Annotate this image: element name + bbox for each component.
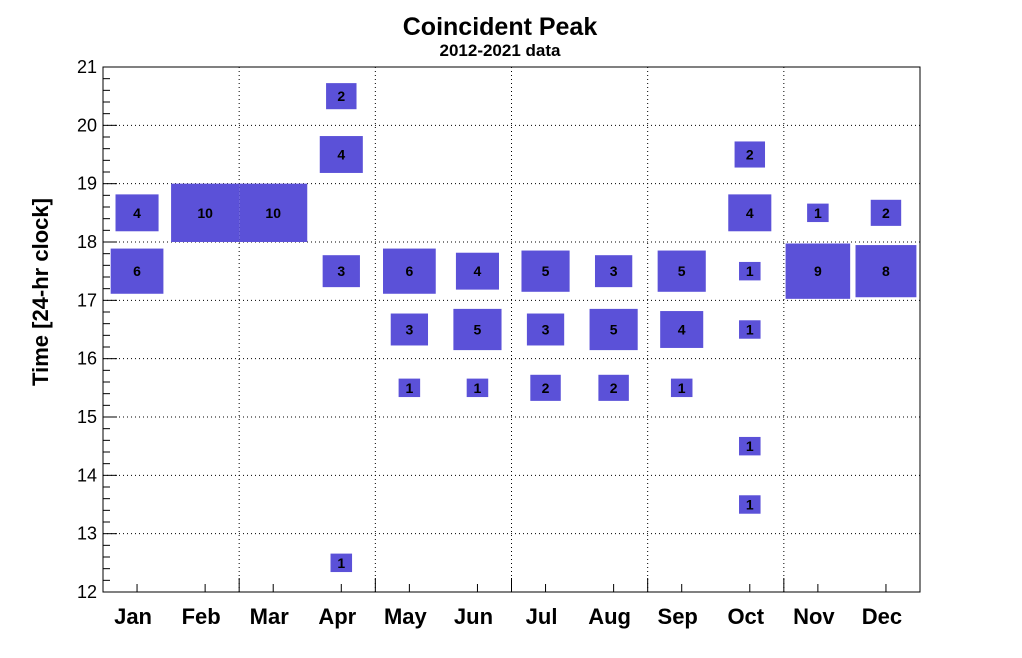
cell-value-label: 2 <box>882 205 890 221</box>
y-tick-label: 12 <box>77 582 97 602</box>
heatmap-cell <box>330 553 353 573</box>
cell-value-label: 5 <box>542 263 550 279</box>
heatmap-cell <box>115 194 159 232</box>
heatmap-cell <box>398 378 421 398</box>
heatmap-cell <box>785 243 851 299</box>
heatmap-cell <box>657 250 706 292</box>
cell-value-label: 1 <box>405 380 413 396</box>
y-tick-label: 15 <box>77 407 97 427</box>
heatmap-cell <box>734 141 766 168</box>
x-tick-label: Mar <box>250 604 290 629</box>
y-tick-labels: 12 13 14 15 16 17 18 19 20 21 <box>77 57 97 602</box>
heatmap-cell <box>660 311 704 348</box>
cell-value-label: 4 <box>746 205 754 221</box>
heatmap-cell <box>110 248 164 294</box>
y-axis-label: Time [24-hr clock] <box>28 198 53 386</box>
cell-value-label: 9 <box>814 263 822 279</box>
heatmap-cell <box>807 203 829 223</box>
y-tick-label: 13 <box>77 524 97 544</box>
cell-value-label: 1 <box>746 263 754 279</box>
cell-value-label: 2 <box>337 88 345 104</box>
y-tick-label: 21 <box>77 57 97 77</box>
x-tick-label: Jul <box>526 604 558 629</box>
x-tick-label: Sep <box>658 604 698 629</box>
cell-value-label: 4 <box>474 263 482 279</box>
cell-value-label: 3 <box>337 263 345 279</box>
x-tick-label: Oct <box>727 604 764 629</box>
heatmap-cell <box>594 255 633 288</box>
cell-value-label: 2 <box>746 147 754 163</box>
heatmap-cells: 4 6 10 10 2 4 3 1 6 3 1 4 5 1 5 3 2 3 5 2 5 4 1 2 4 1 1 1 1 1 9 2 8 <box>110 83 917 573</box>
cell-value-label: 3 <box>405 322 413 338</box>
y-tick-label: 17 <box>77 290 97 310</box>
y-tick-label: 16 <box>77 349 97 369</box>
heatmap-cell <box>466 378 489 398</box>
cell-value-label: 3 <box>542 322 550 338</box>
cell-value-label: 5 <box>610 322 618 338</box>
grid-lines <box>103 67 920 592</box>
x-tick-label: Feb <box>182 604 221 629</box>
y-tick-label: 14 <box>77 465 97 485</box>
cell-value-label: 1 <box>814 205 822 221</box>
cell-value-label: 4 <box>678 322 686 338</box>
heatmap-cell <box>870 199 902 226</box>
heatmap-cell <box>390 313 429 346</box>
heatmap-cell <box>739 261 761 281</box>
cell-value-label: 3 <box>610 263 618 279</box>
cell-value-label: 1 <box>746 497 754 513</box>
heatmap-cell <box>171 183 240 242</box>
heatmap-cell <box>322 255 360 288</box>
heatmap-cell <box>670 378 693 398</box>
cell-value-label: 6 <box>405 263 413 279</box>
heatmap-cell <box>383 248 436 294</box>
y-tick-label: 20 <box>77 115 97 135</box>
cell-value-label: 4 <box>133 205 141 221</box>
cell-value-label: 10 <box>265 205 281 221</box>
chart-subtitle: 2012-2021 data <box>440 41 562 60</box>
heatmap-cell <box>589 308 638 351</box>
heatmap-cell <box>598 374 629 401</box>
heatmap-cell <box>453 308 502 351</box>
cell-value-label: 5 <box>474 322 482 338</box>
heatmap-cell <box>739 495 761 514</box>
x-tick-label: Apr <box>318 604 356 629</box>
plot-frame <box>102 66 921 593</box>
cell-value-label: 10 <box>197 205 213 221</box>
cell-value-label: 1 <box>337 555 345 571</box>
heatmap-cell <box>326 83 357 110</box>
x-tick-label: Dec <box>862 604 902 629</box>
x-tick-label: Aug <box>588 604 631 629</box>
heatmap-cell <box>526 313 565 346</box>
cell-value-label: 1 <box>678 380 686 396</box>
x-tick-label: Jun <box>454 604 493 629</box>
x-tick-labels: Jan Feb Mar Apr May Jun Jul Aug Sep Oct Nov Dec <box>114 604 902 629</box>
axis-ticks <box>103 66 887 593</box>
x-tick-label: Nov <box>793 604 835 629</box>
heatmap-cell <box>319 136 363 173</box>
x-tick-label: May <box>384 604 428 629</box>
cell-value-label: 8 <box>882 263 890 279</box>
cell-value-label: 1 <box>746 438 754 454</box>
heatmap-cell <box>239 183 308 242</box>
cell-value-label: 6 <box>133 263 141 279</box>
heatmap-cell <box>521 250 570 292</box>
cell-value-label: 4 <box>337 147 345 163</box>
cell-value-label: 5 <box>678 263 686 279</box>
heatmap-cell <box>739 320 761 339</box>
heatmap-cell <box>530 374 561 401</box>
heatmap-cell <box>739 436 761 456</box>
y-tick-label: 18 <box>77 232 97 252</box>
cell-value-label: 2 <box>610 380 618 396</box>
cell-value-label: 1 <box>746 322 754 338</box>
chart-title: Coincident Peak <box>403 13 598 41</box>
y-tick-label: 19 <box>77 174 97 194</box>
heatmap-cell <box>728 194 772 232</box>
cell-value-label: 2 <box>542 380 550 396</box>
cell-value-label: 1 <box>474 380 482 396</box>
x-tick-label: Jan <box>114 604 152 629</box>
heatmap-cell <box>855 245 917 298</box>
heatmap-cell <box>455 252 499 290</box>
